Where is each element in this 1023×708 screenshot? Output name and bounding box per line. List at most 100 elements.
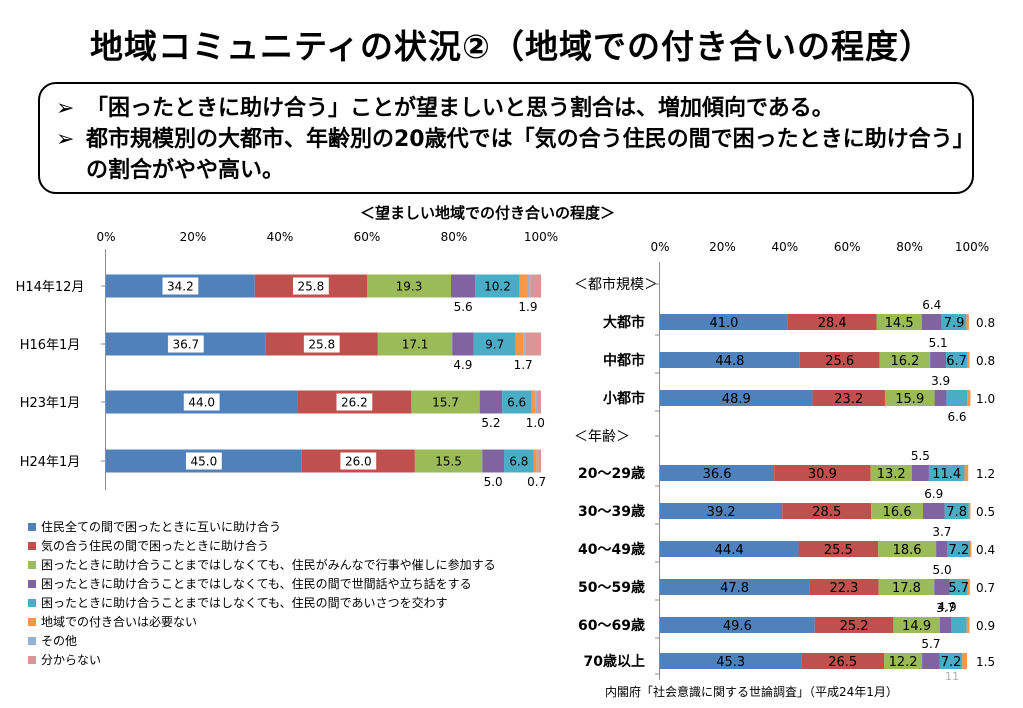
category-label: H14年12月	[16, 280, 85, 295]
data-label: 1.5	[976, 655, 995, 669]
legend-swatch	[28, 580, 36, 588]
data-label: 6.8	[509, 455, 528, 469]
category-label: H24年1月	[20, 455, 81, 470]
data-label: 0.4	[976, 543, 995, 557]
data-label: 28.5	[812, 505, 841, 520]
arrow-bullet-icon: ➢	[56, 96, 75, 121]
bar-segment	[660, 390, 813, 406]
bar-segment	[814, 617, 894, 633]
bar-segment	[367, 274, 451, 298]
x-tick-label: 0%	[650, 240, 669, 254]
bar-segment	[533, 449, 537, 473]
data-label: 5.1	[929, 336, 948, 350]
bar-segment	[922, 653, 940, 669]
bar-segment	[930, 352, 947, 368]
data-label-box	[302, 334, 341, 354]
data-label: 7.9	[944, 316, 965, 331]
x-tick-label: 40%	[267, 230, 294, 244]
data-label: 14.5	[885, 316, 914, 331]
legend-swatch	[28, 523, 36, 531]
bar-segment	[660, 465, 775, 481]
data-label: 41.0	[709, 316, 738, 331]
data-label: 16.2	[890, 354, 919, 369]
bar-segment	[879, 352, 931, 368]
bar-segment	[525, 332, 541, 356]
legend-swatch	[28, 561, 36, 569]
bar-segment	[660, 617, 815, 633]
bar-segment	[782, 503, 872, 519]
legend-label: 気の合う住民の間で困ったときに助け合う	[41, 539, 270, 553]
bar-segment	[934, 579, 950, 595]
data-label: 5.6	[454, 300, 473, 314]
data-label: 36.6	[703, 467, 732, 482]
data-label: 47.8	[720, 581, 749, 596]
data-label: 36.7	[172, 338, 199, 352]
data-label: 0.5	[976, 505, 995, 519]
data-label: 12.2	[889, 655, 918, 670]
data-label: 5.2	[481, 416, 500, 430]
bar-segment	[970, 541, 972, 557]
bar-segment	[946, 352, 968, 368]
bar-segment	[774, 465, 871, 481]
bar-segment	[928, 465, 965, 481]
source-note: 内閣府「社会意識に関する世論調査」（平成24年1月）	[605, 685, 898, 699]
data-label: 7.2	[949, 543, 970, 558]
data-label-box	[291, 276, 330, 296]
x-tick-label: 100%	[524, 230, 558, 244]
bar-segment	[923, 503, 945, 519]
bar-segment	[939, 653, 963, 669]
data-label: 6.6	[507, 396, 526, 410]
bar-segment	[799, 352, 880, 368]
data-label: 1.0	[526, 416, 545, 430]
bar-segment	[941, 314, 967, 330]
legend-label: その他	[41, 634, 78, 648]
bar-segment	[939, 617, 952, 633]
bar-segment	[515, 332, 524, 356]
data-label: 28.4	[818, 316, 847, 331]
data-label: 17.8	[892, 581, 921, 596]
bar-segment	[660, 503, 783, 519]
data-label: 0.8	[976, 316, 995, 330]
data-label: 26.2	[341, 396, 368, 410]
category-label: 70歳以上	[584, 653, 645, 670]
data-label: 34.2	[167, 280, 194, 294]
category-label: 60～69歳	[578, 617, 645, 634]
bar-segment	[538, 449, 541, 473]
category-label: H23年1月	[20, 396, 81, 411]
data-label: 6.4	[922, 298, 941, 312]
data-label-box	[161, 276, 200, 296]
x-tick-label: 80%	[896, 240, 923, 254]
bar-segment	[921, 314, 942, 330]
bar-segment	[475, 274, 520, 298]
x-tick-label: 0%	[96, 230, 115, 244]
bar-segment	[967, 390, 971, 406]
x-tick-label: 60%	[834, 240, 861, 254]
data-label: 25.8	[298, 280, 325, 294]
bar-segment	[502, 390, 531, 414]
bar-segment	[809, 579, 879, 595]
data-label: 25.2	[840, 619, 869, 634]
category-label: 50～59歳	[578, 579, 645, 596]
data-label: 6.7	[946, 354, 967, 369]
data-label: 26.5	[828, 655, 857, 670]
data-label: 9.7	[485, 338, 504, 352]
bar-segment	[660, 579, 810, 595]
bar-segment	[812, 390, 885, 406]
data-label: 0.7	[527, 475, 546, 489]
page-number: 11	[945, 670, 959, 683]
data-label: 19.3	[396, 280, 423, 294]
x-tick-label: 20%	[180, 230, 207, 244]
chart-title: ＜望ましい地域での付き合いの程度＞	[360, 204, 616, 222]
bar-segment	[377, 332, 453, 356]
bar-segment	[949, 579, 968, 595]
bar-segment	[964, 465, 969, 481]
group-header: ＜都市規模＞	[574, 276, 658, 293]
data-label: 15.5	[435, 455, 462, 469]
data-label: 15.7	[432, 396, 459, 410]
legend-label: 困ったときに助け合うことまではしなくても、住民の間であいさつを交わす	[41, 596, 448, 610]
data-label: 30.9	[808, 467, 837, 482]
bar-segment	[878, 579, 935, 595]
data-label: 5.0	[484, 475, 503, 489]
data-label: 13.2	[877, 467, 906, 482]
bar-segment	[473, 332, 516, 356]
